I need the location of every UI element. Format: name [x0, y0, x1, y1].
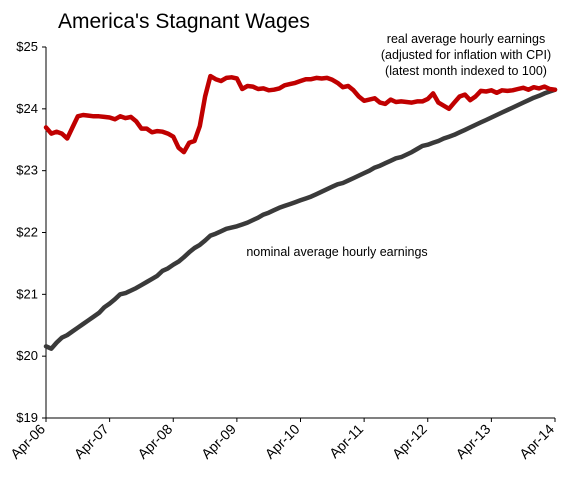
real-series-annotation-line-2: (adjusted for inflation with CPI): [381, 48, 551, 62]
y-tick-label: $25: [16, 39, 38, 54]
y-tick-label: $20: [16, 348, 38, 363]
annotations: real average hourly earnings (adjusted f…: [246, 32, 551, 259]
y-tick-label: $24: [16, 101, 38, 116]
y-tick-label: $23: [16, 163, 38, 178]
x-tick-label: Apr-10: [262, 421, 303, 462]
x-tick-label: Apr-07: [71, 421, 112, 462]
x-tick-label: Apr-08: [134, 421, 175, 462]
x-tick-label: Apr-13: [452, 421, 493, 462]
real-series-annotation-line-1: real average hourly earnings: [387, 32, 545, 46]
y-ticks: $19 $20 $21 $22 $23 $24 $25: [16, 39, 46, 425]
x-ticks: Apr-06 Apr-07 Apr-08 Apr-09 Apr-10 Apr-11 Apr-…: [7, 418, 557, 462]
x-tick-label: Apr-06: [7, 421, 48, 462]
x-tick-label: Apr-09: [198, 421, 239, 462]
axes: [45, 47, 555, 419]
nominal-series-line: [43, 87, 558, 351]
real-series-line: [43, 73, 558, 155]
chart-title: America's Stagnant Wages: [58, 10, 310, 33]
y-tick-label: $21: [16, 286, 38, 301]
x-tick-label: Apr-11: [326, 421, 366, 461]
y-tick-label: $22: [16, 225, 38, 240]
y-tick-label: $19: [16, 410, 38, 425]
series: [43, 73, 558, 351]
x-tick-label: Apr-12: [389, 421, 430, 462]
real-series-annotation-line-3: (latest month indexed to 100): [385, 64, 547, 78]
nominal-series-annotation: nominal average hourly earnings: [246, 245, 427, 259]
x-tick-label: Apr-14: [516, 421, 557, 462]
